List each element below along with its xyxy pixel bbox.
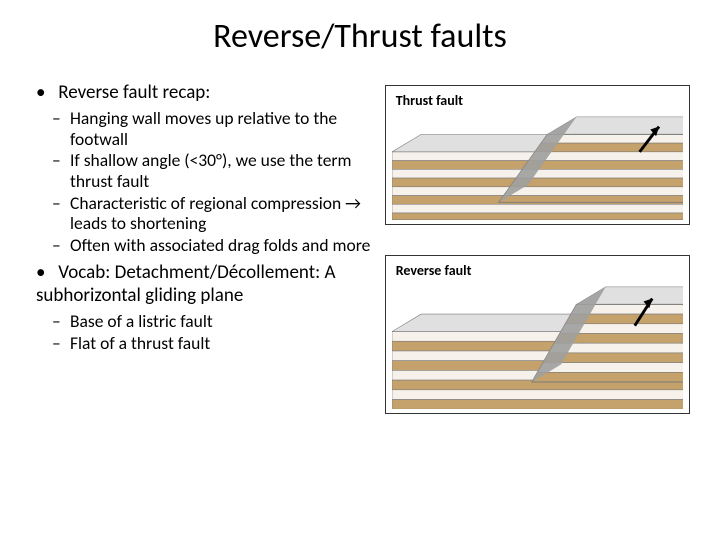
bullet-text: If shallow angle (<30°), we use the term… <box>70 149 352 192</box>
sub-list: Hanging wall moves up relative to the fo… <box>36 108 375 255</box>
list-item: Reverse fault recap: Hanging wall moves … <box>36 81 375 255</box>
thrust-fault-diagram <box>392 113 683 220</box>
list-item: Hanging wall moves up relative to the fo… <box>70 108 375 149</box>
content-row: Reverse fault recap: Hanging wall moves … <box>30 81 690 414</box>
figure-label: Thrust fault <box>396 92 683 109</box>
slide: Reverse/Thrust faults Reverse fault reca… <box>0 0 720 540</box>
list-item: Often with associated drag folds and mor… <box>70 235 375 256</box>
list-item: Base of a listric fault <box>70 311 375 332</box>
list-item: If shallow angle (<30°), we use the term… <box>70 150 375 191</box>
slide-title: Reverse/Thrust faults <box>30 16 690 57</box>
bullet-text: Hanging wall moves up relative to the fo… <box>70 107 337 150</box>
figure-label: Reverse fault <box>396 262 683 279</box>
reverse-fault-diagram <box>392 283 683 409</box>
bullet-text: Often with associated drag folds and mor… <box>70 234 370 256</box>
bullet-text: Vocab: Detachment/Décollement: A subhori… <box>36 261 335 307</box>
sub-list: Base of a listric fault Flat of a thrust… <box>36 311 375 353</box>
bullet-text: Base of a listric fault <box>70 310 213 332</box>
bullet-text: Flat of a thrust fault <box>70 332 210 354</box>
figure-column: Thrust fault <box>385 81 690 414</box>
bullet-text: Reverse fault recap: <box>58 81 210 104</box>
bullet-list: Reverse fault recap: Hanging wall moves … <box>30 81 375 354</box>
list-item: Flat of a thrust fault <box>70 333 375 354</box>
text-column: Reverse fault recap: Hanging wall moves … <box>30 81 375 414</box>
reverse-fault-figure: Reverse fault <box>385 255 690 414</box>
bullet-text: Characteristic of regional compression →… <box>70 192 361 235</box>
list-item: Characteristic of regional compression →… <box>70 193 375 234</box>
thrust-fault-figure: Thrust fault <box>385 85 690 225</box>
list-item: Vocab: Detachment/Décollement: A subhori… <box>36 261 375 353</box>
